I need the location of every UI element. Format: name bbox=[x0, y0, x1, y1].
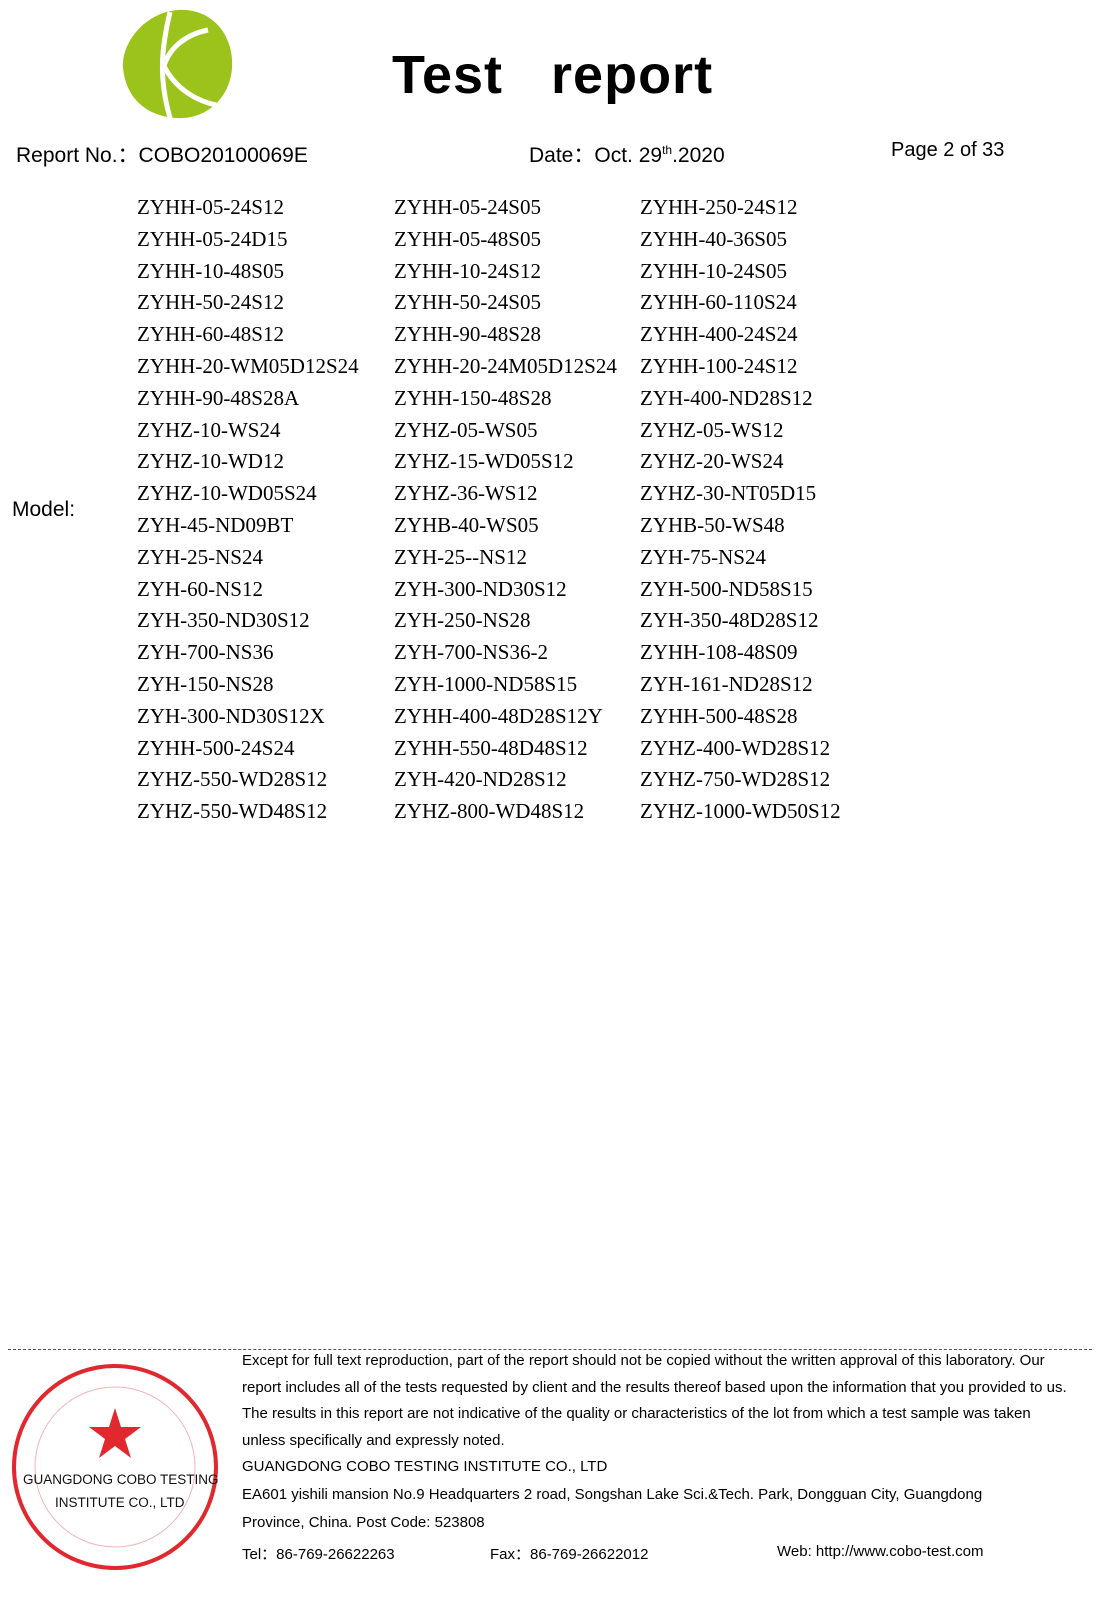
company-name: GUANGDONG COBO TESTING INSTITUTE CO., LT… bbox=[242, 1458, 608, 1475]
model-item: ZYHZ-36-WS12 bbox=[394, 481, 538, 506]
model-item: ZYH-420-ND28S12 bbox=[394, 767, 567, 792]
model-item: ZYHH-400-24S24 bbox=[640, 322, 798, 347]
model-item: ZYHH-90-48S28 bbox=[394, 322, 541, 347]
model-item: ZYHZ-10-WD12 bbox=[137, 449, 284, 474]
date-sup: th bbox=[662, 143, 673, 157]
address-line: EA601 yishili mansion No.9 Headquarters … bbox=[242, 1486, 983, 1503]
model-item: ZYHH-500-48S28 bbox=[640, 703, 798, 728]
model-item: ZYHZ-05-WS05 bbox=[394, 417, 538, 442]
model-item: ZYHB-40-WS05 bbox=[394, 513, 539, 537]
model-item: ZYH-300-ND30S12 bbox=[394, 576, 567, 601]
model-item: ZYH-400-ND28S12 bbox=[640, 385, 813, 410]
model-item: ZYH-500-ND58S15 bbox=[640, 576, 813, 601]
model-item: ZYH-300-ND30S12X bbox=[137, 703, 325, 728]
model-item: ZYH-700-NS36 bbox=[137, 640, 274, 665]
model-item: ZYHZ-10-WS24 bbox=[137, 417, 281, 442]
disclaimer-line: The results in this report are not indic… bbox=[242, 1405, 1031, 1422]
model-item: ZYH-350-ND30S12 bbox=[137, 608, 310, 633]
model-item: ZYHH-50-24S05 bbox=[394, 290, 541, 315]
model-item: ZYH-350-48D28S12 bbox=[640, 608, 819, 633]
model-item: ZYH-1000-ND58S15 bbox=[394, 672, 578, 696]
stamp-overlay-line1: GUANGDONG COBO TESTING bbox=[23, 1472, 219, 1487]
model-item: ZYHH-90-48S28A bbox=[137, 385, 300, 410]
report-number: Report No.：COBO20100069E bbox=[16, 144, 308, 167]
date-text: Date：Oct. 29 bbox=[529, 144, 663, 167]
disclaimer-line: unless specifically and expressly noted. bbox=[242, 1432, 505, 1449]
cobo-logo-icon bbox=[122, 9, 233, 119]
model-item: ZYH-150-NS28 bbox=[137, 672, 274, 696]
model-item: ZYH-25--NS12 bbox=[394, 544, 527, 569]
model-item: ZYHH-10-24S12 bbox=[394, 258, 541, 283]
address-line: Province, China. Post Code: 523808 bbox=[242, 1514, 485, 1531]
page-number: Page 2 of 33 bbox=[891, 139, 1005, 161]
star-icon bbox=[89, 1408, 141, 1458]
model-item: ZYHH-05-24S05 bbox=[394, 195, 541, 219]
model-item: ZYHH-400-48D28S12Y bbox=[394, 703, 603, 728]
model-item: ZYHZ-800-WD48S12 bbox=[394, 799, 585, 824]
model-item: ZYHH-60-110S24 bbox=[640, 290, 797, 315]
model-item: ZYH-45-ND09BT bbox=[137, 513, 294, 537]
model-item: ZYHH-20-24M05D12S24 bbox=[394, 354, 617, 378]
model-item: ZYHZ-10-WD05S24 bbox=[137, 481, 317, 506]
model-item: ZYHH-100-24S12 bbox=[640, 354, 798, 378]
model-item: ZYHZ-550-WD48S12 bbox=[137, 799, 328, 824]
model-item: ZYHH-108-48S09 bbox=[640, 640, 798, 665]
model-item: ZYHZ-400-WD28S12 bbox=[640, 735, 831, 760]
model-item: ZYHH-250-24S12 bbox=[640, 195, 798, 219]
model-item: ZYHH-60-48S12 bbox=[137, 322, 284, 347]
model-item: ZYHH-05-24D15 bbox=[137, 226, 288, 251]
model-item: ZYHH-10-48S05 bbox=[137, 258, 284, 283]
date-year: .2020 bbox=[672, 144, 725, 167]
fax: Fax：86-769-26622012 bbox=[490, 1546, 649, 1563]
disclaimer-line: report includes all of the tests request… bbox=[242, 1379, 1067, 1396]
model-item: ZYHZ-30-NT05D15 bbox=[640, 481, 817, 506]
model-item: ZYHH-150-48S28 bbox=[394, 385, 552, 410]
footer-divider bbox=[8, 1349, 1092, 1350]
model-item: ZYHZ-15-WD05S12 bbox=[394, 449, 574, 474]
model-item: ZYHZ-550-WD28S12 bbox=[137, 767, 328, 792]
stamp-overlay-line2: INSTITUTE CO., LTD bbox=[55, 1495, 185, 1510]
model-item: ZYHH-550-48D48S12 bbox=[394, 735, 588, 760]
telephone: Tel：86-769-26622263 bbox=[242, 1546, 395, 1563]
model-item: ZYHZ-05-WS12 bbox=[640, 417, 784, 442]
model-item: ZYHH-10-24S05 bbox=[640, 258, 787, 283]
model-item: ZYHB-50-WS48 bbox=[640, 513, 785, 537]
model-item: ZYHZ-1000-WD50S12 bbox=[640, 799, 841, 824]
model-item: ZYH-700-NS36-2 bbox=[394, 640, 548, 665]
model-item: ZYH-60-NS12 bbox=[137, 576, 263, 601]
report-date: Date：Oct. 29th.2020 bbox=[529, 139, 725, 169]
model-item: ZYHH-05-48S05 bbox=[394, 226, 541, 251]
model-label: Model: bbox=[12, 498, 76, 521]
model-item: ZYHH-50-24S12 bbox=[137, 290, 284, 315]
model-item: ZYH-250-NS28 bbox=[394, 608, 531, 633]
model-item: ZYHH-500-24S24 bbox=[137, 735, 295, 760]
disclaimer-line: Except for full text reproduction, part … bbox=[242, 1352, 1045, 1369]
model-item: ZYH-25-NS24 bbox=[137, 544, 263, 569]
model-item: ZYHH-05-24S12 bbox=[137, 195, 284, 219]
page-title: Test report bbox=[392, 45, 714, 105]
company-seal-stamp bbox=[12, 1364, 218, 1570]
website-link[interactable]: Web: http://www.cobo-test.com bbox=[777, 1543, 984, 1560]
model-item: ZYHZ-750-WD28S12 bbox=[640, 767, 831, 792]
model-item: ZYHH-20-WM05D12S24 bbox=[137, 354, 359, 378]
model-item: ZYH-161-ND28S12 bbox=[640, 672, 813, 696]
model-item: ZYH-75-NS24 bbox=[640, 544, 766, 569]
model-item: ZYHH-40-36S05 bbox=[640, 226, 787, 251]
model-item: ZYHZ-20-WS24 bbox=[640, 449, 784, 474]
